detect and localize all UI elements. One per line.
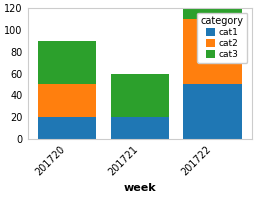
X-axis label: week: week	[123, 183, 156, 193]
Bar	[183, 8, 242, 19]
Bar	[38, 41, 96, 85]
Bar	[111, 74, 169, 117]
Bar	[111, 117, 169, 139]
Bar	[183, 19, 242, 85]
Bar	[183, 85, 242, 139]
Bar	[38, 85, 96, 117]
Legend: cat1, cat2, cat3: cat1, cat2, cat3	[197, 13, 247, 63]
Bar	[38, 117, 96, 139]
